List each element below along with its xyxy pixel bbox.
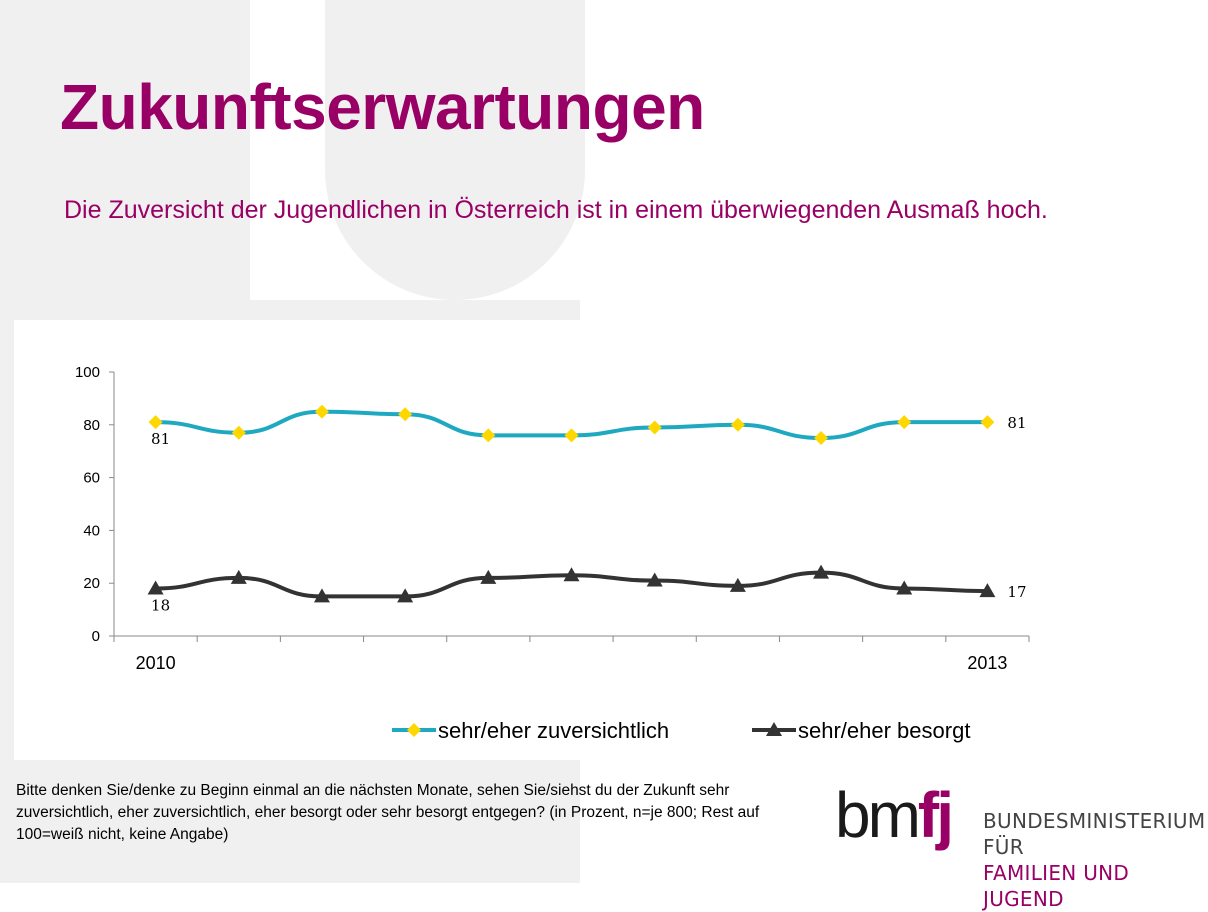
legend-marker-diamond (407, 723, 421, 737)
data-point-diamond (481, 428, 496, 443)
data-point-triangle (646, 572, 663, 587)
logo-mark-fj: fj (917, 779, 954, 851)
data-point-triangle (480, 569, 497, 584)
data-label: 17 (1007, 583, 1026, 601)
data-point-triangle (397, 588, 414, 603)
data-point-triangle (313, 588, 330, 603)
data-point-triangle (230, 569, 247, 584)
data-point-triangle (563, 567, 580, 582)
y-tick-label: 60 (83, 470, 100, 487)
data-point-diamond (814, 431, 829, 445)
legend-label: sehr/eher zuversichtlich (438, 718, 669, 743)
data-point-diamond (231, 425, 246, 440)
data-label: 81 (151, 430, 170, 448)
data-point-diamond (980, 415, 995, 430)
y-tick-label: 40 (83, 522, 100, 539)
logo-mark-bm: bm (835, 779, 921, 851)
chart-area: 0 20 40 60 80 100 2010 2013 81 81 18 17 sehr/eher zu… (14, 320, 1074, 760)
y-tick-label: 0 (92, 628, 100, 645)
y-tick-label: 80 (83, 417, 100, 434)
data-point-triangle (979, 583, 996, 598)
line-chart: 0 20 40 60 80 100 2010 2013 81 81 18 17 sehr/eher zu… (75, 364, 1030, 743)
logo-line-1: BUNDESMINISTERIUM FÜR (983, 809, 1206, 859)
y-tick-label: 20 (83, 575, 100, 592)
data-label: 81 (1007, 414, 1026, 432)
data-label: 18 (151, 596, 170, 614)
data-point-triangle (813, 564, 830, 579)
data-point-diamond (398, 407, 413, 422)
data-point-triangle (729, 577, 746, 592)
data-point-diamond (564, 428, 579, 443)
logo-line-2: FAMILIEN UND JUGEND (983, 861, 1130, 911)
logo-mark: bmfj (835, 778, 954, 852)
page-subtitle: Die Zuversicht der Jugendlichen in Öster… (64, 196, 1048, 224)
footnote: Bitte denken Sie/denke zu Beginn einmal … (16, 782, 760, 843)
background-logo-shape-dot (325, 0, 585, 300)
x-tick-label: 2013 (967, 653, 1007, 673)
data-point-triangle (896, 580, 913, 595)
x-tick-label: 2010 (136, 653, 176, 673)
page-title: Zukunftserwartungen (60, 71, 705, 143)
legend-label: sehr/eher besorgt (798, 718, 970, 743)
data-point-diamond (897, 415, 912, 430)
logo-text: BUNDESMINISTERIUM FÜR FAMILIEN UND JUGEN… (983, 808, 1205, 912)
data-point-diamond (647, 420, 662, 435)
data-point-diamond (148, 415, 163, 430)
bmfj-logo: bmfj BUNDESMINISTERIUM FÜR FAMILIEN UND … (835, 779, 1205, 911)
data-point-triangle (147, 580, 164, 595)
y-tick-label: 100 (75, 364, 100, 381)
data-point-diamond (314, 404, 329, 419)
data-point-diamond (730, 417, 745, 432)
legend-marker-triangle (766, 722, 782, 736)
